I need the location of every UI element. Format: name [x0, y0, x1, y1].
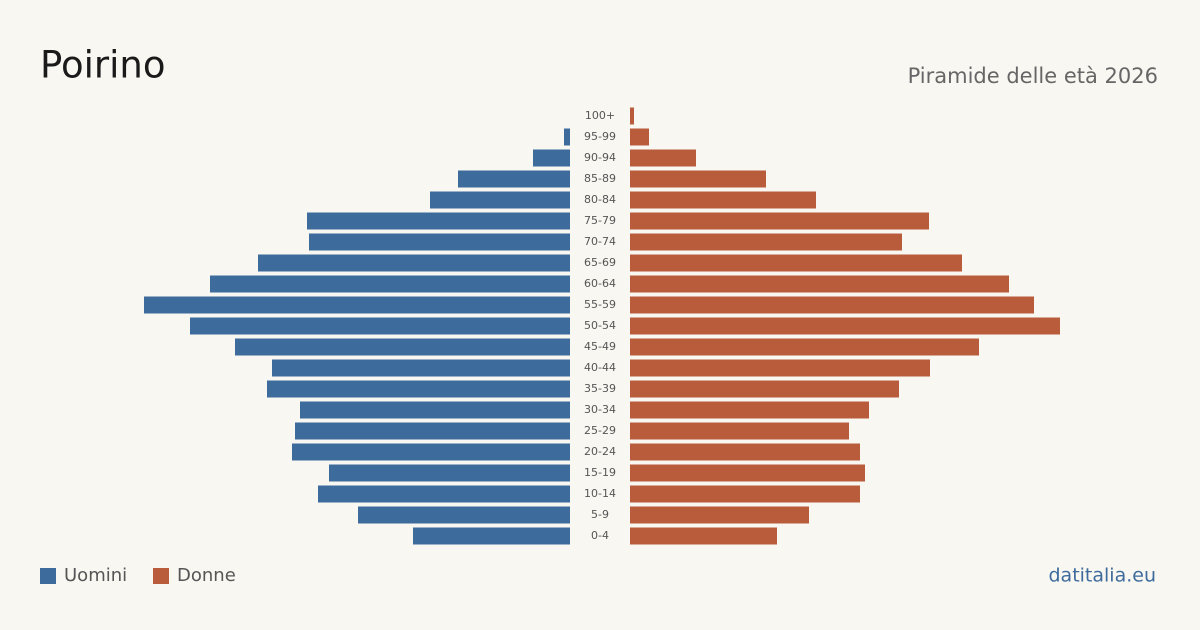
age-label: 80-84: [584, 193, 616, 206]
age-label: 100+: [585, 109, 615, 122]
age-label: 70-74: [584, 235, 616, 248]
source: datitalia.eu: [1049, 565, 1157, 587]
bar: [307, 212, 570, 230]
bar: [295, 422, 570, 440]
age-label: 15-19: [584, 466, 616, 479]
bar: [630, 233, 902, 251]
bar: [630, 170, 766, 188]
bar: [630, 443, 860, 461]
age-label: 45-49: [584, 340, 616, 353]
age-label: 35-39: [584, 382, 616, 395]
age-label: 90-94: [584, 151, 616, 164]
bar: [413, 527, 570, 545]
bar: [630, 527, 777, 545]
bar: [329, 464, 570, 482]
bar: [630, 149, 696, 167]
age-label: 75-79: [584, 214, 616, 227]
age-label: 95-99: [584, 130, 616, 143]
bar: [533, 149, 570, 167]
bar: [190, 317, 570, 335]
age-label: 50-54: [584, 319, 616, 332]
bar: [300, 401, 570, 419]
bar: [630, 191, 816, 209]
bar: [210, 275, 570, 293]
age-label: 65-69: [584, 256, 616, 269]
bar: [630, 128, 649, 146]
chart-title: Poirino: [40, 44, 166, 87]
bar: [458, 170, 570, 188]
bar: [630, 317, 1060, 335]
bar: [430, 191, 570, 209]
bar: [267, 380, 570, 398]
bar: [630, 485, 860, 503]
age-label: 30-34: [584, 403, 616, 416]
age-label: 55-59: [584, 298, 616, 311]
chart-subtitle: Piramide delle età 2026: [908, 64, 1158, 88]
legend-swatch: [40, 568, 56, 584]
bar: [144, 296, 570, 314]
bar: [630, 359, 930, 377]
bar: [630, 212, 929, 230]
bar: [630, 338, 979, 356]
bar: [358, 506, 570, 524]
bar: [630, 506, 809, 524]
bar: [258, 254, 570, 272]
age-label: 20-24: [584, 445, 616, 458]
bar: [630, 422, 849, 440]
legend-label: Uomini: [64, 565, 127, 586]
bar: [630, 401, 869, 419]
bar: [630, 107, 634, 125]
age-label: 0-4: [591, 529, 609, 542]
bar: [630, 254, 962, 272]
age-label: 40-44: [584, 361, 616, 374]
bar: [564, 128, 570, 146]
bar: [235, 338, 570, 356]
bar: [630, 275, 1009, 293]
age-label: 5-9: [591, 508, 609, 521]
bar: [292, 443, 570, 461]
bar: [630, 380, 899, 398]
bar: [630, 464, 865, 482]
bar: [309, 233, 570, 251]
bar: [318, 485, 570, 503]
age-label: 85-89: [584, 172, 616, 185]
legend-label: Donne: [177, 565, 236, 586]
bar: [630, 296, 1034, 314]
bar: [272, 359, 570, 377]
age-label: 60-64: [584, 277, 616, 290]
age-label: 25-29: [584, 424, 616, 437]
age-label: 10-14: [584, 487, 616, 500]
legend-swatch: [153, 568, 169, 584]
